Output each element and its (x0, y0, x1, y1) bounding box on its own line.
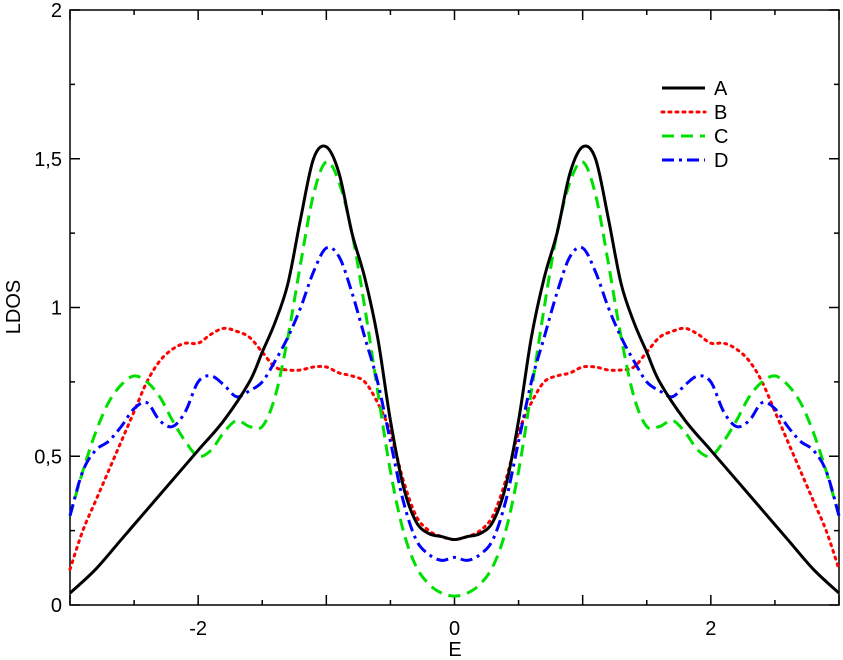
series-lines (68, 144, 841, 598)
legend-label-b: B (714, 102, 727, 124)
axis-tick-labels: -2 0 2 0 0,5 1 1,5 2 (34, 0, 716, 640)
y-tick-label: 2 (51, 0, 62, 22)
x-tick-label: -2 (189, 618, 207, 640)
series-line-b (68, 326, 841, 571)
legend-label-d: D (714, 150, 728, 172)
series-line-a (68, 144, 841, 595)
y-tick-label: 1 (51, 298, 62, 320)
y-tick-label: 1,5 (34, 149, 62, 171)
x-axis-title: E (448, 639, 461, 660)
legend-label-c: C (714, 126, 728, 148)
y-tick-label: 0,5 (34, 446, 62, 468)
y-tick-label: 0 (51, 595, 62, 617)
legend-label-a: A (714, 78, 728, 100)
x-tick-label: 2 (705, 618, 716, 640)
y-axis-title: LDOS (3, 280, 25, 334)
axis-ticks (69, 9, 840, 606)
series-line-d (68, 245, 841, 562)
x-tick-label: 0 (449, 618, 460, 640)
series-line-c (68, 160, 841, 598)
